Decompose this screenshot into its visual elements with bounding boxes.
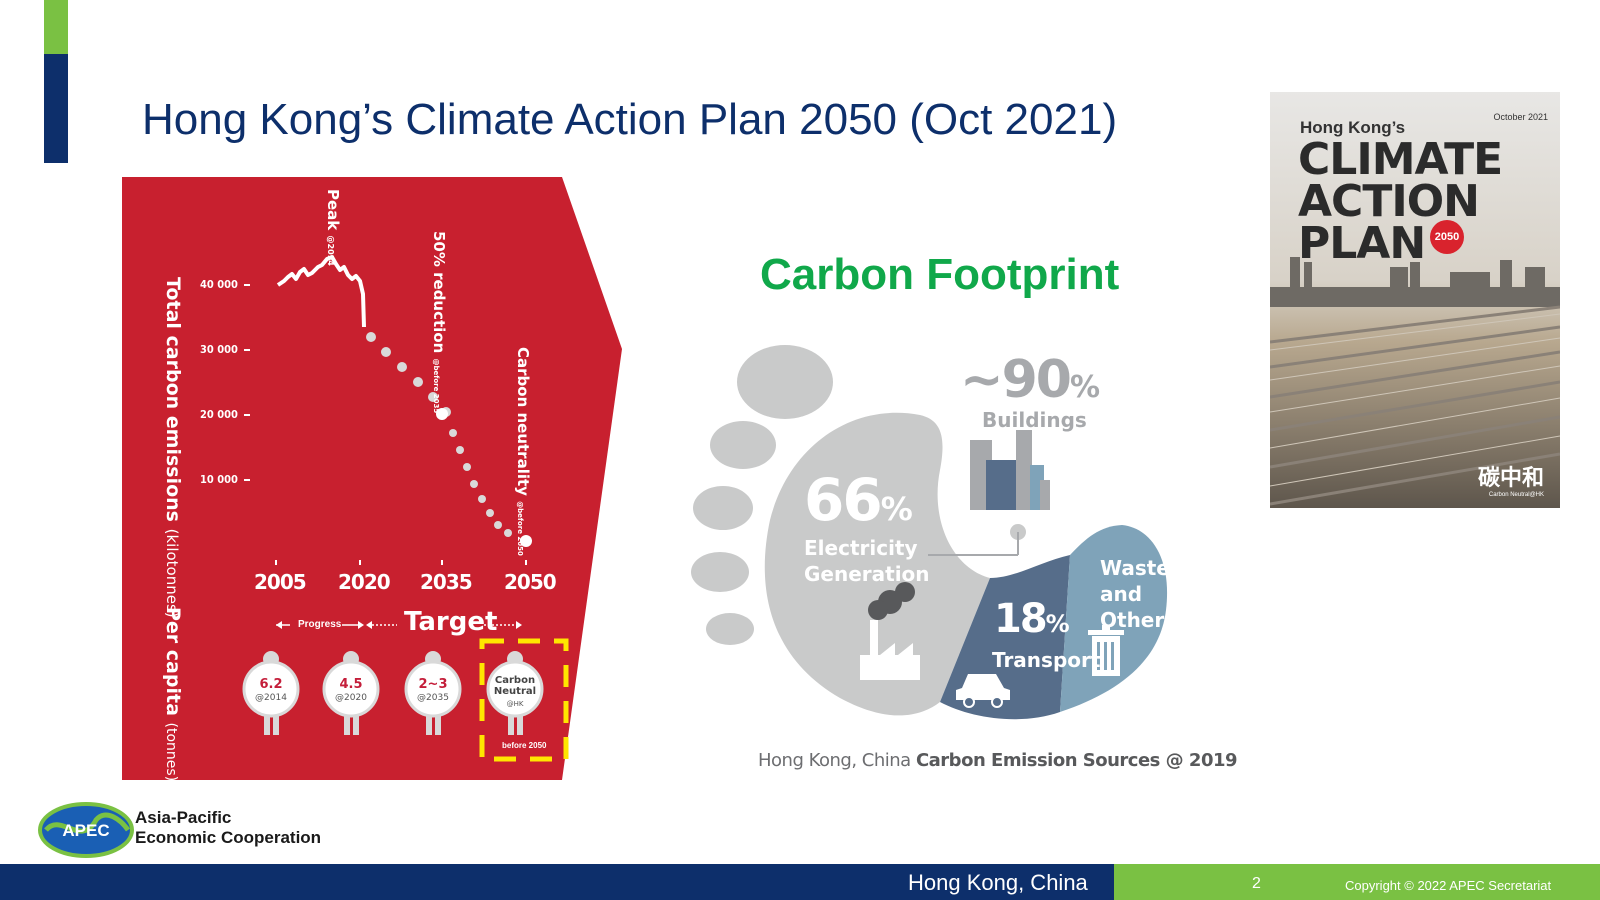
cover-subtitle: Hong Kong’s	[1300, 118, 1406, 137]
carbon-neutral-highlight-box	[479, 638, 569, 762]
report-cover-image: October 2021 Hong Kong’s CLIMATE ACTION …	[1270, 92, 1560, 508]
footprint-caption: Hong Kong, China Carbon Emission Sources…	[758, 750, 1238, 771]
milestone-2035-dot	[436, 408, 448, 420]
accent-bar-green	[44, 0, 68, 54]
waste-label-line1: Waste	[1100, 556, 1170, 580]
per-capita-year: @2020	[335, 693, 367, 703]
y-tick: 10 000	[200, 473, 238, 486]
per-capita-title: Per capita (tonnes)	[162, 607, 184, 782]
buildings-label: Buildings	[982, 408, 1087, 432]
footer-location: Hong Kong, China	[908, 870, 1088, 895]
carbon-footprint-title: Carbon Footprint	[760, 250, 1120, 299]
apec-logo-text: APEC	[62, 821, 109, 840]
carbon-footprint-graphic	[691, 345, 1168, 720]
accent-bar-blue	[44, 54, 68, 163]
report-cover-background	[1270, 92, 1560, 508]
cover-chinese-subtitle: Carbon Neutral@HK	[1488, 492, 1544, 498]
waste-label-line2: and	[1100, 582, 1143, 606]
y-tick: 40 000	[200, 278, 238, 291]
x-tick: 2005	[254, 570, 307, 594]
per-capita-value: 4.5	[339, 677, 363, 692]
emissions-progress-line	[276, 255, 366, 328]
electricity-label-line2: Generation	[804, 562, 930, 586]
target-label: Target	[404, 607, 498, 637]
footer-bar-green	[1114, 864, 1600, 900]
transport-label: Transport	[992, 648, 1101, 672]
cover-chinese-title: 碳中和	[1477, 465, 1544, 490]
per-capita-figures	[263, 651, 523, 735]
milestone-carbon-neutrality: Carbon neutrality @before 2050	[514, 347, 532, 556]
per-capita-year: @HK	[506, 700, 524, 708]
milestone-2050-dot	[520, 535, 532, 547]
buildings-stat: ~90%	[960, 350, 1100, 410]
buildings-icon	[970, 430, 1050, 510]
y-tick: 20 000	[200, 408, 238, 421]
footprint-electricity-segment	[764, 412, 990, 716]
y-tick: 30 000	[200, 343, 238, 356]
milestone-peak: Peak @2014	[324, 189, 342, 266]
progress-label: Progress	[298, 619, 342, 630]
footprint-toes	[691, 345, 833, 645]
cover-line-action: ACTION	[1298, 176, 1480, 227]
cover-date: October 2021	[1493, 112, 1548, 122]
page-number: 2	[1252, 875, 1261, 892]
x-tick: 2035	[420, 570, 473, 594]
emissions-infographic: Total carbon emissions (kilotonnes) Per …	[122, 177, 622, 782]
apec-logo: APEC	[38, 802, 134, 858]
per-capita-year: @2035	[417, 693, 449, 703]
x-tick: 2050	[504, 570, 557, 594]
per-capita-value: 6.2	[259, 677, 283, 692]
car-icon	[956, 674, 1010, 708]
cover-2050-badge: 2050	[1430, 220, 1464, 254]
slide-title: Hong Kong’s Climate Action Plan 2050 (Oc…	[142, 95, 1118, 144]
footer-copyright: Copyright © 2022 APEC Secretariat	[1345, 878, 1552, 893]
footer-bar-blue	[0, 864, 1114, 900]
waste-label-line3: Others	[1100, 608, 1177, 632]
factory-icon	[860, 582, 920, 680]
emissions-panel-background	[122, 177, 622, 780]
transport-stat: 18%	[994, 596, 1070, 642]
per-capita-value: 2~3	[418, 677, 448, 692]
electricity-label-line1: Electricity	[804, 536, 918, 560]
footprint-waste-segment	[1060, 525, 1168, 712]
y-axis-title: Total carbon emissions (kilotonnes)	[162, 277, 184, 618]
electricity-stat: 66%	[804, 466, 913, 534]
emissions-target-dots	[366, 332, 512, 537]
apec-org-name-line2: Economic Cooperation	[135, 828, 322, 847]
x-tick: 2020	[338, 570, 391, 594]
cover-line-plan: PLAN	[1298, 218, 1426, 269]
per-capita-year: @2014	[255, 693, 287, 703]
milestone-50-reduction: 50% reduction @before 2035	[430, 231, 448, 414]
apec-org-name-line1: Asia-Pacific	[135, 808, 232, 827]
per-capita-carbon-neutral: Carbon Neutral	[493, 675, 537, 697]
before-2050-label: before 2050	[502, 741, 547, 750]
cover-line-climate: CLIMATE	[1298, 134, 1503, 185]
